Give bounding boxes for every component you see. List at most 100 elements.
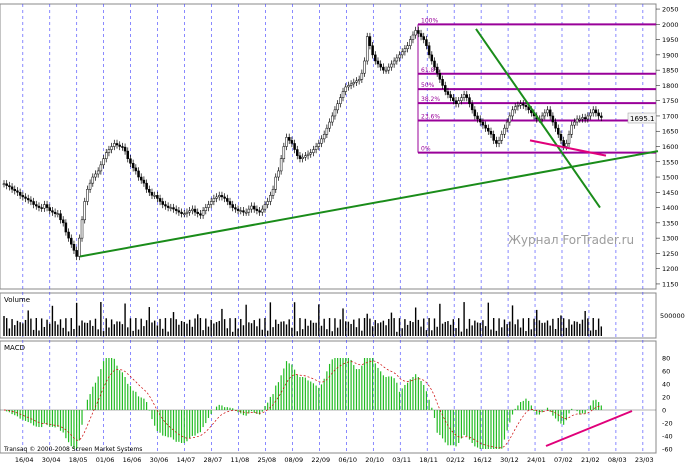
candle-body (88, 182, 92, 190)
volume-bar (304, 318, 307, 336)
volume-bar (310, 320, 312, 336)
volume-bar (229, 318, 231, 336)
candle-body (505, 121, 509, 129)
candle-body (212, 198, 216, 202)
volume-bar (509, 321, 511, 336)
volume-bar (468, 318, 471, 336)
candle-body (8, 185, 11, 188)
y-tick-label: 1350 (662, 219, 679, 227)
volume-bar (455, 328, 457, 336)
volume-bar (164, 318, 167, 336)
candle-body (266, 201, 269, 205)
candle-body (422, 36, 425, 40)
candle-body (403, 48, 407, 53)
volume-bar (51, 305, 54, 336)
x-tick-label: 16/12 (473, 456, 492, 464)
volume-bar (167, 331, 169, 336)
candle-body (382, 66, 385, 71)
volume-bar (573, 321, 576, 336)
volume-bar (49, 323, 51, 336)
fib-level-label: 100% (421, 17, 438, 24)
x-tick-label: 06/10 (338, 456, 357, 464)
y-tick-label: 1900 (662, 51, 679, 59)
candle-body (460, 97, 463, 101)
volume-bar (8, 328, 11, 336)
y-tick-label: 1450 (662, 189, 679, 197)
candle-body (406, 45, 409, 50)
macd-tick-label: 0 (662, 407, 666, 415)
volume-bar (482, 320, 484, 336)
candle-body (16, 190, 19, 193)
current-price-tag (627, 112, 657, 124)
candle-body (325, 127, 329, 135)
candle-body (236, 208, 240, 211)
candle-body (32, 201, 35, 205)
volume-bar (250, 323, 253, 336)
volume-bar (108, 327, 110, 336)
volume-bar (65, 318, 67, 336)
candle-body (231, 204, 234, 208)
candle-body (161, 201, 164, 205)
volume-bar (197, 314, 199, 336)
candle-body (148, 189, 151, 193)
candle-body (26, 198, 30, 201)
candle-body (104, 152, 108, 159)
candle-body (164, 204, 167, 207)
volume-bar (183, 321, 185, 336)
candle-body (470, 103, 474, 111)
candle-body (392, 60, 396, 65)
candle-body (131, 163, 135, 169)
volume-bar (476, 322, 479, 336)
volume-bar (342, 308, 344, 336)
volume-bar (89, 320, 91, 336)
candle-body (215, 196, 218, 199)
volume-bar (16, 320, 19, 336)
volume-bar (492, 318, 495, 336)
x-tick-label: 30/04 (42, 456, 61, 464)
volume-bar (388, 318, 390, 336)
candle-body (59, 213, 62, 221)
volume-bar (38, 330, 40, 336)
candle-body (357, 79, 361, 82)
candle-body (199, 213, 202, 216)
volume-bar (409, 320, 411, 336)
candle-body (91, 176, 95, 184)
candle-body (43, 204, 46, 209)
volume-bar (301, 329, 304, 336)
volume-bar (549, 325, 551, 336)
candle-body (570, 124, 573, 135)
candle-body (540, 115, 544, 120)
volume-bar (436, 326, 438, 336)
candle-body (207, 204, 210, 208)
x-tick-label: 18/11 (419, 456, 438, 464)
volume-bar (293, 302, 296, 336)
volume-bar (32, 329, 35, 336)
candle-body (575, 118, 579, 123)
volume-bar (202, 330, 204, 336)
volume-bar (579, 323, 581, 336)
volume-bar (258, 318, 261, 336)
volume-bar (334, 318, 336, 336)
candle-body (312, 149, 315, 153)
candle-body (304, 155, 307, 158)
candle-body (355, 80, 358, 83)
volume-bar (43, 326, 46, 336)
candle-body (80, 219, 84, 239)
volume-bar (121, 324, 124, 336)
volume-bar (581, 319, 584, 336)
volume-bar (339, 319, 342, 336)
volume-bar (226, 328, 229, 336)
volume-bar (584, 310, 586, 336)
macd-histogram (0, 358, 656, 449)
y-tick-label: 1550 (662, 158, 679, 166)
volume-bar (589, 330, 592, 336)
candle-body (430, 54, 434, 62)
volume-bar (315, 322, 317, 336)
candle-body (314, 146, 318, 150)
macd-tick-label: -40 (662, 433, 673, 441)
candle-body (524, 105, 528, 108)
volume-bar (153, 320, 156, 336)
candle-body (145, 182, 148, 190)
